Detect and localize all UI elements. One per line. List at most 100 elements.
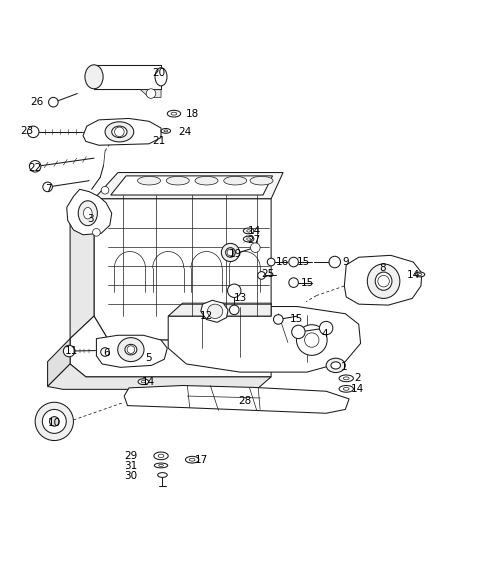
Text: 26: 26 (30, 97, 43, 107)
Text: 30: 30 (124, 471, 137, 482)
Text: 1: 1 (341, 363, 348, 372)
Text: 2: 2 (354, 373, 360, 384)
Circle shape (115, 127, 124, 137)
Ellipse shape (207, 304, 223, 319)
Ellipse shape (85, 65, 103, 89)
Ellipse shape (189, 458, 195, 461)
Ellipse shape (331, 362, 340, 369)
Circle shape (35, 402, 73, 441)
Ellipse shape (343, 388, 349, 390)
Circle shape (227, 249, 234, 256)
Text: 15: 15 (297, 257, 310, 267)
Text: 10: 10 (48, 418, 61, 428)
Polygon shape (83, 119, 161, 145)
Text: 12: 12 (200, 311, 213, 321)
Ellipse shape (138, 176, 160, 185)
Ellipse shape (125, 344, 137, 355)
Circle shape (93, 229, 100, 236)
Ellipse shape (118, 337, 144, 361)
Circle shape (49, 417, 59, 426)
Ellipse shape (250, 176, 273, 185)
Ellipse shape (367, 264, 400, 299)
Polygon shape (168, 307, 360, 372)
Circle shape (63, 345, 75, 357)
Ellipse shape (166, 176, 189, 185)
Circle shape (305, 333, 319, 347)
Text: 27: 27 (248, 234, 261, 245)
Ellipse shape (339, 375, 353, 382)
Text: 3: 3 (87, 214, 94, 224)
Circle shape (27, 126, 39, 137)
Text: 14: 14 (142, 377, 155, 386)
Polygon shape (94, 199, 271, 340)
Circle shape (267, 258, 275, 266)
Ellipse shape (78, 201, 97, 226)
Polygon shape (168, 303, 271, 316)
Circle shape (297, 325, 327, 355)
Ellipse shape (155, 68, 167, 86)
Circle shape (101, 186, 109, 194)
Polygon shape (124, 385, 349, 413)
Polygon shape (201, 300, 228, 322)
Text: 15: 15 (290, 314, 303, 324)
Circle shape (29, 161, 41, 172)
Ellipse shape (138, 379, 149, 385)
Circle shape (228, 284, 241, 298)
Text: 23: 23 (20, 126, 34, 136)
Ellipse shape (158, 465, 163, 466)
Polygon shape (48, 339, 70, 386)
Ellipse shape (247, 230, 251, 232)
Text: 16: 16 (276, 257, 289, 267)
Circle shape (127, 346, 135, 353)
Circle shape (258, 271, 265, 279)
Text: 5: 5 (145, 353, 151, 363)
Polygon shape (67, 189, 112, 235)
Polygon shape (96, 335, 167, 367)
Polygon shape (111, 176, 273, 195)
Circle shape (378, 275, 389, 287)
Ellipse shape (157, 473, 167, 478)
Ellipse shape (326, 358, 345, 373)
Circle shape (146, 89, 156, 99)
Ellipse shape (154, 452, 168, 459)
Ellipse shape (418, 274, 422, 275)
Ellipse shape (158, 454, 164, 458)
Ellipse shape (112, 126, 127, 137)
Text: 17: 17 (195, 455, 208, 465)
Ellipse shape (224, 176, 247, 185)
Text: 18: 18 (185, 109, 199, 119)
Ellipse shape (195, 176, 218, 185)
Circle shape (101, 348, 109, 356)
Text: 4: 4 (322, 329, 328, 339)
Ellipse shape (164, 130, 168, 132)
Text: 6: 6 (104, 348, 110, 358)
Ellipse shape (247, 238, 251, 240)
Ellipse shape (161, 128, 170, 133)
Text: 14: 14 (248, 226, 261, 237)
Text: 14: 14 (350, 384, 364, 394)
Text: 9: 9 (342, 257, 348, 267)
Circle shape (42, 409, 66, 433)
Text: 20: 20 (152, 68, 165, 79)
Circle shape (229, 305, 239, 315)
Polygon shape (141, 89, 161, 97)
Polygon shape (94, 65, 161, 89)
Circle shape (43, 182, 52, 192)
Ellipse shape (185, 457, 199, 463)
Ellipse shape (243, 228, 254, 234)
Text: 14: 14 (407, 270, 420, 280)
Text: 31: 31 (124, 461, 137, 471)
Ellipse shape (141, 381, 145, 383)
Ellipse shape (226, 248, 235, 257)
Polygon shape (48, 364, 271, 389)
Text: 29: 29 (124, 451, 137, 461)
Ellipse shape (375, 272, 392, 290)
Circle shape (251, 243, 260, 253)
Ellipse shape (415, 272, 425, 277)
Ellipse shape (84, 207, 92, 219)
Circle shape (289, 278, 299, 287)
Text: 11: 11 (65, 346, 78, 356)
Circle shape (274, 315, 283, 324)
Text: 22: 22 (28, 163, 42, 173)
Circle shape (320, 321, 333, 335)
